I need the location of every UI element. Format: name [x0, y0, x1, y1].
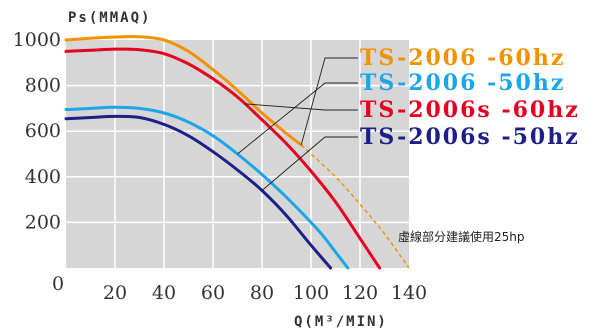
x-tick-label: 100 [293, 282, 329, 304]
legend-entry: TS-2006s -60hz [360, 97, 580, 123]
y-tick-labels: 200 400 600 800 1000 [13, 29, 61, 233]
legend-entry: TS-2006 -60hz [360, 45, 565, 71]
legend-leader-lines [237, 57, 358, 191]
series-line-1-dashed [300, 144, 410, 269]
legend-leader-line [237, 82, 358, 155]
x-tick-label: 0 [52, 273, 64, 295]
series-lines [64, 35, 410, 270]
x-tick-label: 140 [391, 282, 427, 304]
x-tick-label: 120 [342, 282, 378, 304]
series-line-3 [64, 47, 382, 270]
x-tick-label: 60 [201, 282, 225, 304]
x-tick-label: 80 [250, 282, 274, 304]
legend-leader-line [300, 57, 358, 145]
y-tick-label: 200 [25, 211, 61, 233]
legend-entry: TS-2006 -50hz [360, 70, 565, 96]
legend-leader-line [261, 136, 358, 191]
dashed-line-note: 虛線部分建議使用25hp [398, 229, 525, 244]
series-line-4 [64, 114, 333, 270]
series-line-1 [64, 35, 303, 147]
x-tick-label: 40 [152, 282, 176, 304]
legend-entry: TS-2006s -50hz [360, 124, 580, 150]
x-tick-labels: 0 20 40 60 80 100 120 140 [52, 273, 427, 304]
series-line-2 [64, 105, 350, 270]
y-axis-title: Ps(MMAQ) [68, 10, 151, 26]
x-axis-title: Q(M³/MIN) [294, 314, 388, 330]
y-tick-label: 600 [25, 120, 61, 142]
y-tick-label: 400 [25, 166, 61, 188]
y-tick-label: 800 [25, 75, 61, 97]
legend-leader-line [244, 103, 358, 111]
y-tick-label: 1000 [13, 29, 61, 51]
x-tick-label: 20 [103, 282, 127, 304]
